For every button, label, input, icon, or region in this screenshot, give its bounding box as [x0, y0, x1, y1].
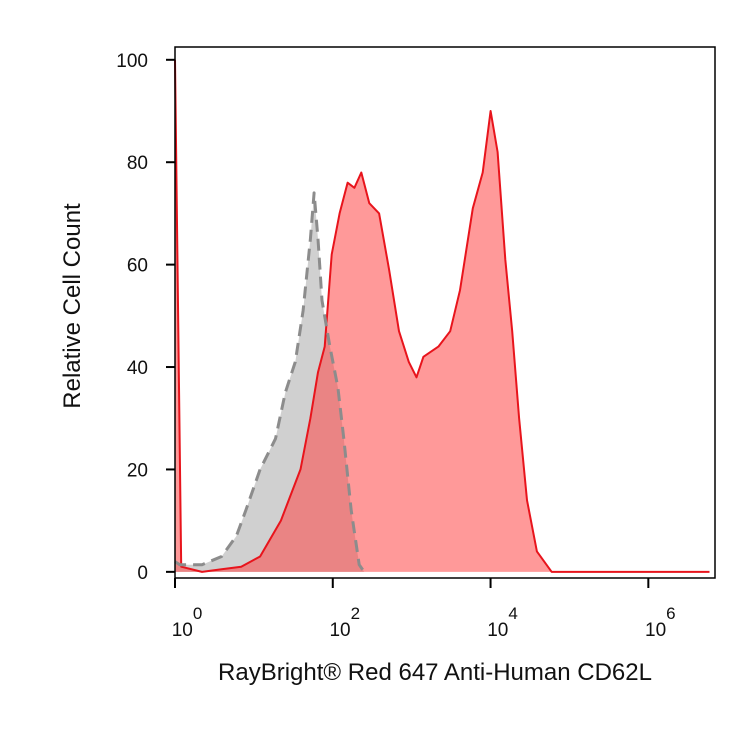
x-tick-base: 10 [487, 620, 508, 641]
x-tick-label: 102 [329, 604, 360, 641]
y-tick-label: 80 [127, 153, 148, 174]
x-tick-label: 100 [172, 604, 203, 641]
x-tick-label: 104 [487, 604, 518, 641]
x-tick-base: 10 [645, 620, 666, 641]
y-tick-label: 0 [137, 563, 148, 584]
y-tick-label: 100 [116, 51, 148, 72]
x-tick-exponent: 0 [193, 604, 202, 623]
y-tick-label: 40 [127, 358, 148, 379]
x-tick-base: 10 [329, 620, 350, 641]
x-axis-title: RayBright® Red 647 Anti-Human CD62L [218, 659, 652, 686]
y-tick-label: 20 [127, 460, 148, 481]
area-line [174, 59, 710, 573]
x-tick-exponent: 4 [508, 604, 517, 623]
x-tick-exponent: 2 [351, 604, 360, 623]
area-fill [175, 59, 710, 572]
y-axis-title: Relative Cell Count [59, 203, 86, 409]
x-tick-exponent: 6 [666, 604, 675, 623]
x-tick-base: 10 [172, 620, 193, 641]
x-tick-label: 106 [645, 604, 676, 641]
plot-frame [174, 46, 716, 579]
y-tick-label: 60 [127, 256, 148, 277]
area-line [174, 191, 366, 573]
